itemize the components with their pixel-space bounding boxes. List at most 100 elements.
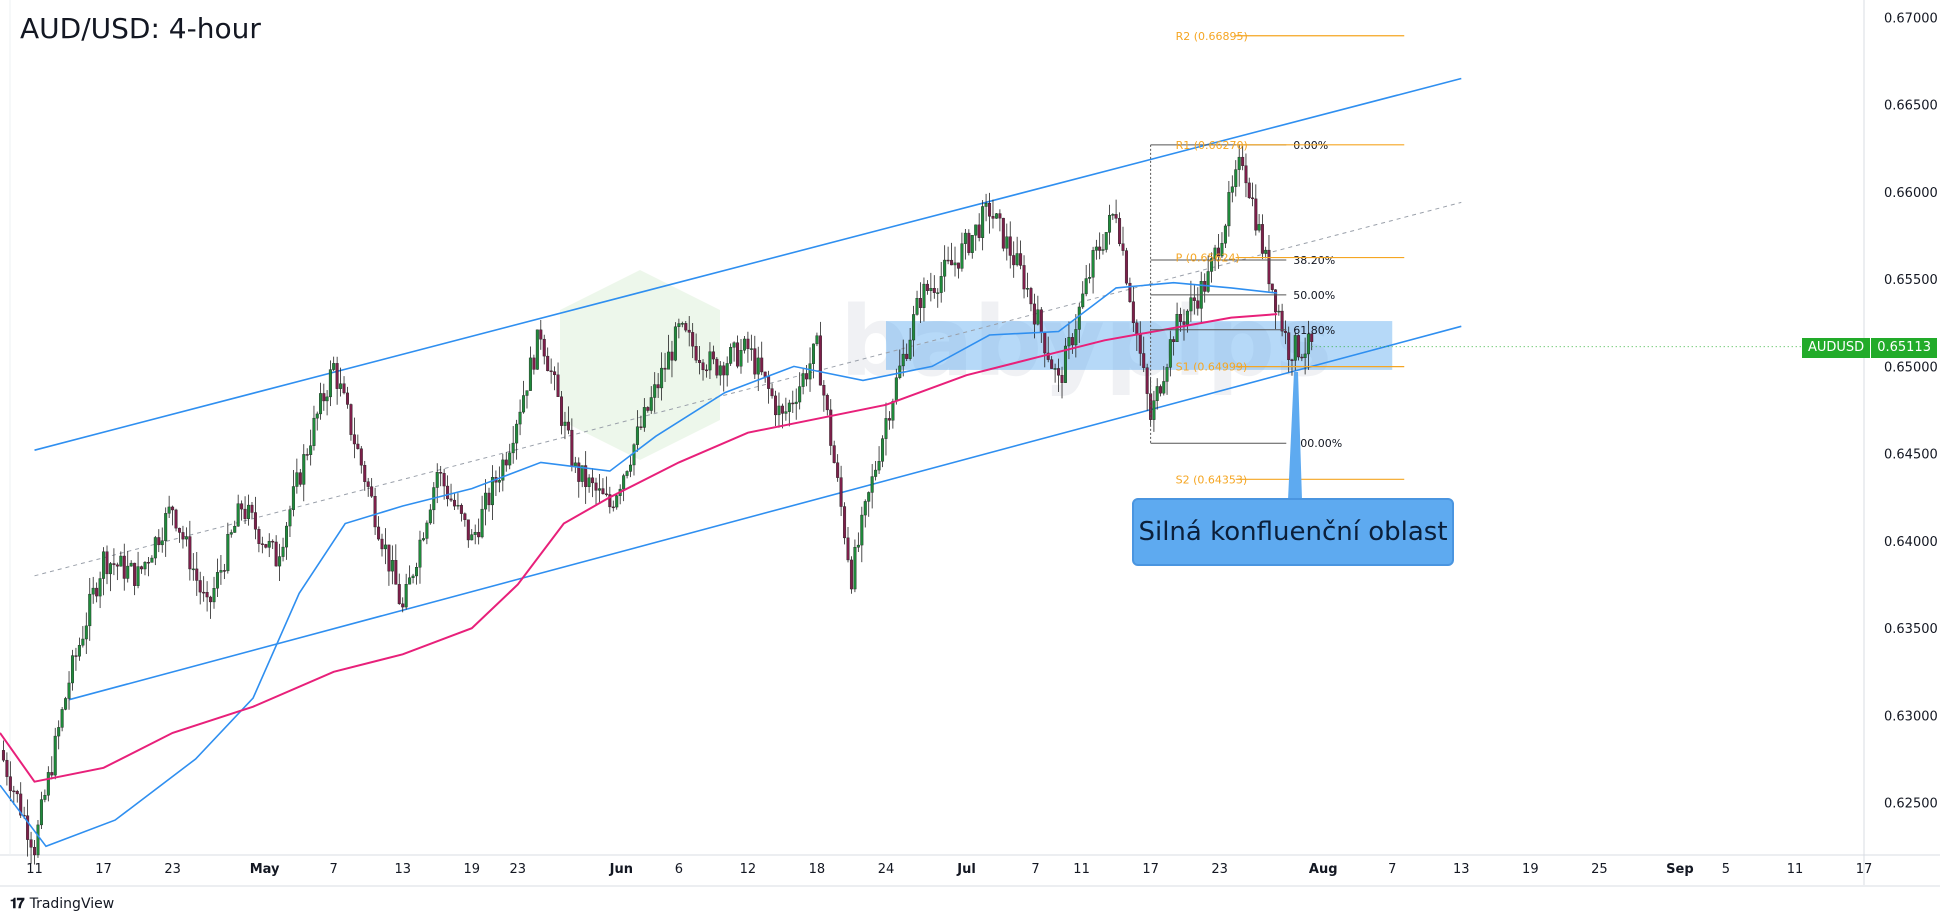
candle-body	[1098, 246, 1102, 251]
candle-body	[556, 374, 560, 397]
candle-body	[1244, 165, 1248, 184]
candle-body	[777, 405, 781, 416]
candle-body	[1050, 359, 1054, 369]
candle-body	[1220, 243, 1224, 257]
candle-body	[718, 365, 722, 376]
candle-body	[615, 495, 619, 508]
candle-body	[774, 395, 778, 416]
candle-body	[967, 232, 971, 253]
candle-body	[1121, 243, 1125, 251]
candle-body	[84, 625, 88, 640]
candle-body	[1036, 309, 1040, 325]
candle-body	[153, 537, 157, 559]
candle-body	[860, 514, 864, 546]
candle-body	[133, 562, 137, 586]
candle-body	[881, 438, 885, 462]
candle-body	[33, 847, 37, 856]
fib-level-label: 100.00%	[1293, 437, 1342, 450]
candle-body	[1091, 250, 1095, 278]
candle-body	[253, 512, 257, 530]
time-tick-label: Jun	[609, 862, 633, 877]
candle-body	[387, 544, 391, 572]
candle-body	[281, 546, 285, 557]
candles	[1, 144, 1314, 865]
time-tick-label: 6	[675, 862, 683, 877]
candle-body	[597, 488, 601, 491]
price-tick-label: 0.66000	[1884, 186, 1938, 201]
candle-body	[722, 365, 726, 376]
time-tick-label: May	[250, 862, 280, 877]
price-tick-label: 0.64000	[1884, 535, 1938, 550]
candle-body	[188, 536, 192, 570]
candle-body	[974, 224, 978, 236]
candle-body	[1300, 356, 1304, 359]
candle-body	[380, 538, 384, 550]
candle-body	[756, 357, 760, 375]
time-tick-label: 11	[1787, 862, 1804, 877]
candle-body	[50, 772, 54, 776]
candle-body	[312, 417, 316, 446]
candle-body	[446, 485, 450, 500]
candle-body	[473, 532, 477, 535]
candle-body	[366, 481, 370, 487]
candle-body	[1032, 303, 1036, 325]
price-axis: 0.62500 0.63000 0.63500 0.64000 0.64500 0.650…	[1884, 11, 1938, 811]
candle-body	[1046, 352, 1050, 360]
candle-body	[763, 371, 767, 377]
candle-body	[729, 347, 733, 364]
candle-body	[649, 397, 653, 411]
candle-body	[1019, 253, 1023, 266]
candle-body	[642, 407, 646, 428]
tradingview-brand[interactable]: 𝟏𝟕 TradingView	[10, 896, 114, 912]
watermark-logo: babypips	[560, 270, 1332, 460]
candle-body	[140, 566, 144, 570]
candle-body	[108, 563, 112, 575]
candle-body	[435, 472, 439, 488]
candle-body	[1251, 197, 1255, 200]
candle-body	[646, 407, 650, 411]
time-tick-label: 17	[1856, 862, 1873, 877]
candle-body	[1077, 306, 1081, 330]
candle-body	[260, 543, 264, 545]
candle-body	[315, 413, 319, 419]
candle-body	[247, 504, 251, 519]
candle-body	[484, 492, 488, 510]
candle-body	[984, 203, 988, 207]
candle-body	[677, 323, 681, 327]
candle-body	[1152, 400, 1156, 420]
candle-body	[202, 591, 206, 594]
candle-body	[1138, 334, 1142, 354]
price-badge-value: 0.65113	[1871, 338, 1937, 358]
candle-body	[359, 448, 363, 466]
time-tick-label: 23	[164, 862, 181, 877]
candle-body	[553, 371, 557, 376]
candle-body	[298, 472, 302, 485]
price-tick-label: 0.65500	[1884, 273, 1938, 288]
candle-body	[808, 363, 812, 380]
watermark-hexagon	[560, 270, 720, 460]
candle-body	[1189, 297, 1193, 312]
candle-body	[1274, 289, 1278, 313]
candle-body	[1128, 282, 1132, 302]
candle-body	[780, 405, 784, 414]
candle-body	[711, 351, 715, 360]
candle-body	[171, 506, 175, 511]
candle-body	[1135, 322, 1139, 335]
candle-body	[891, 401, 895, 421]
candle-body	[673, 326, 677, 361]
chart-title: AUD/USD: 4-hour	[20, 12, 261, 45]
candle-body	[184, 536, 188, 540]
candle-body	[794, 401, 798, 404]
pivot-levels: R2 (0.66895) R1 (0.66270) P (0.65624) S1 (0…	[1176, 30, 1405, 486]
candle-body	[956, 262, 960, 269]
time-tick-label: 11	[26, 862, 43, 877]
candle-body	[742, 338, 746, 351]
candle-body	[439, 472, 443, 474]
time-tick-label: 12	[740, 862, 757, 877]
candle-body	[411, 575, 415, 578]
candle-body	[1108, 214, 1112, 233]
candle-body	[1029, 288, 1033, 305]
candle-body	[1303, 353, 1307, 358]
candle-body	[639, 426, 643, 428]
